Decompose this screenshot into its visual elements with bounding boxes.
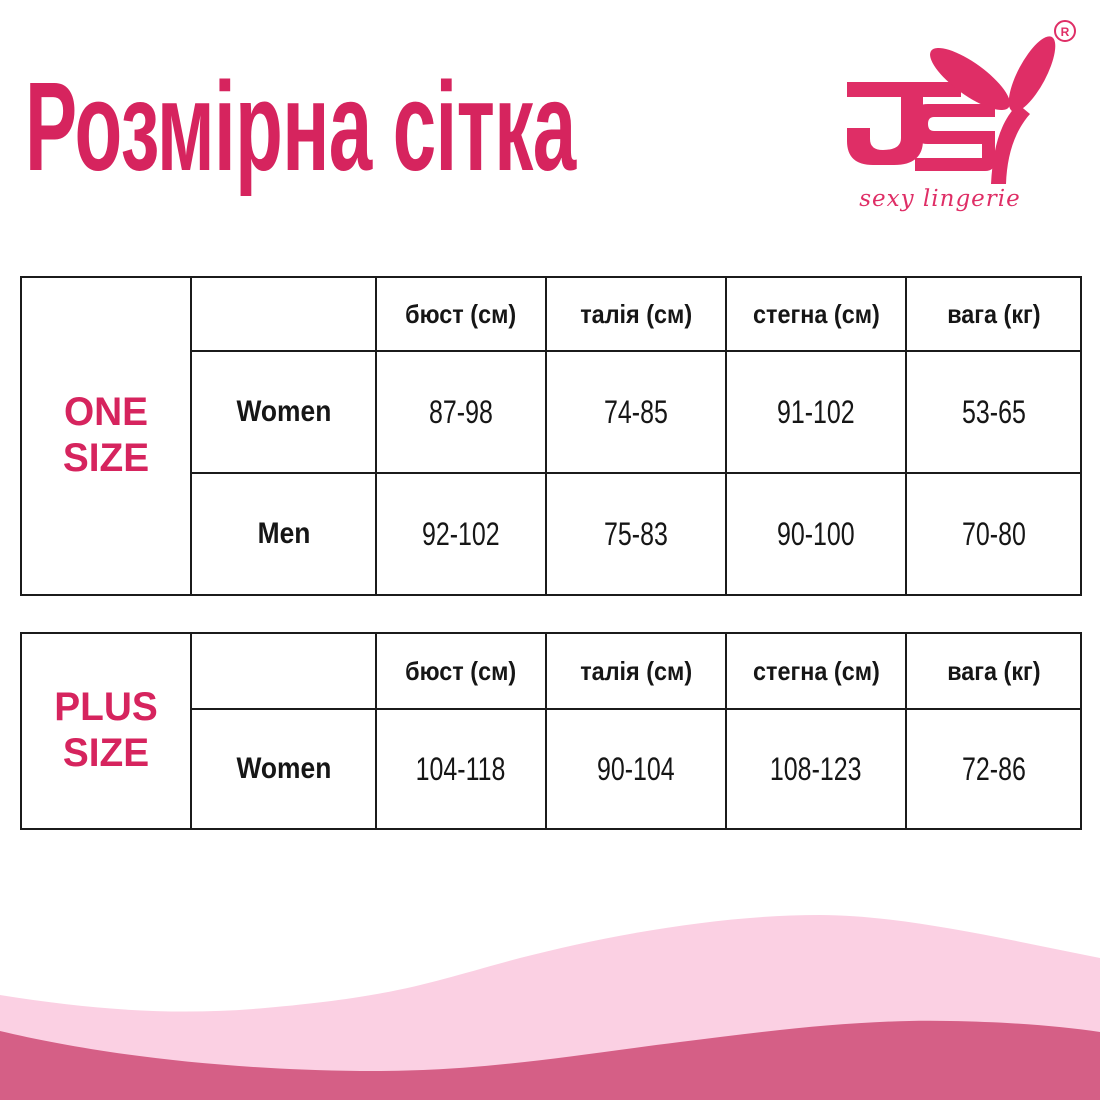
cell-value: 75-83 bbox=[545, 472, 727, 596]
column-header-bust: бюст (см) bbox=[375, 632, 547, 710]
page-title: Розмірна сітка bbox=[25, 56, 576, 197]
logo-tagline: sexy lingerie bbox=[859, 186, 1021, 212]
size-category-label: PLUS SIZE bbox=[20, 632, 192, 830]
column-header-hips: стегна (см) bbox=[725, 276, 907, 352]
registered-trademark-icon: R bbox=[1054, 20, 1076, 42]
column-header-bust: бюст (см) bbox=[375, 276, 547, 352]
logo-letter-j bbox=[847, 82, 961, 165]
wave-decoration bbox=[0, 915, 1100, 1100]
svg-text:R: R bbox=[1061, 25, 1070, 39]
cell-value: 90-104 bbox=[545, 708, 727, 830]
column-header-hips: стегна (см) bbox=[725, 632, 907, 710]
cell-value: 108-123 bbox=[725, 708, 907, 830]
cell-value: 72-86 bbox=[905, 708, 1082, 830]
table-row-women: Women 104-118 90-104 108-123 72-86 bbox=[21, 708, 1082, 830]
size-table-plus-size: PLUS SIZE бюст (см) талія (см) стегна (с… bbox=[20, 632, 1082, 830]
logo-leaf-left-icon bbox=[930, 47, 1010, 111]
size-table-one-size: ONE SIZE бюст (см) талія (см) стегна (см… bbox=[20, 276, 1082, 596]
corner-cell-empty bbox=[190, 632, 377, 710]
logo-leaf-right-icon bbox=[1008, 36, 1056, 112]
column-header-weight: вага (кг) bbox=[905, 632, 1082, 710]
cell-value: 92-102 bbox=[375, 472, 547, 596]
table-row-men: Men 92-102 75-83 90-100 70-80 bbox=[21, 472, 1082, 596]
row-label-women: Women bbox=[190, 350, 377, 474]
cell-value: 91-102 bbox=[725, 350, 907, 474]
logo-letter-s bbox=[915, 104, 995, 171]
cell-value: 104-118 bbox=[375, 708, 547, 830]
column-header-waist: талія (см) bbox=[545, 276, 727, 352]
wave-dark bbox=[0, 1020, 1100, 1100]
row-label-women: Women bbox=[190, 708, 377, 830]
cell-value: 90-100 bbox=[725, 472, 907, 596]
row-label-men: Men bbox=[190, 472, 377, 596]
table-row-women: Women 87-98 74-85 91-102 53-65 bbox=[21, 350, 1082, 474]
cell-value: 70-80 bbox=[905, 472, 1082, 596]
corner-cell-empty bbox=[190, 276, 377, 352]
size-category-label: ONE SIZE bbox=[20, 276, 192, 596]
cell-value: 74-85 bbox=[545, 350, 727, 474]
column-header-weight: вага (кг) bbox=[905, 276, 1082, 352]
logo-letter-y-stem bbox=[991, 104, 1030, 184]
cell-value: 87-98 bbox=[375, 350, 547, 474]
column-header-waist: талія (см) bbox=[545, 632, 727, 710]
jsy-logo: R sexy lingerie bbox=[847, 20, 1076, 212]
cell-value: 53-65 bbox=[905, 350, 1082, 474]
